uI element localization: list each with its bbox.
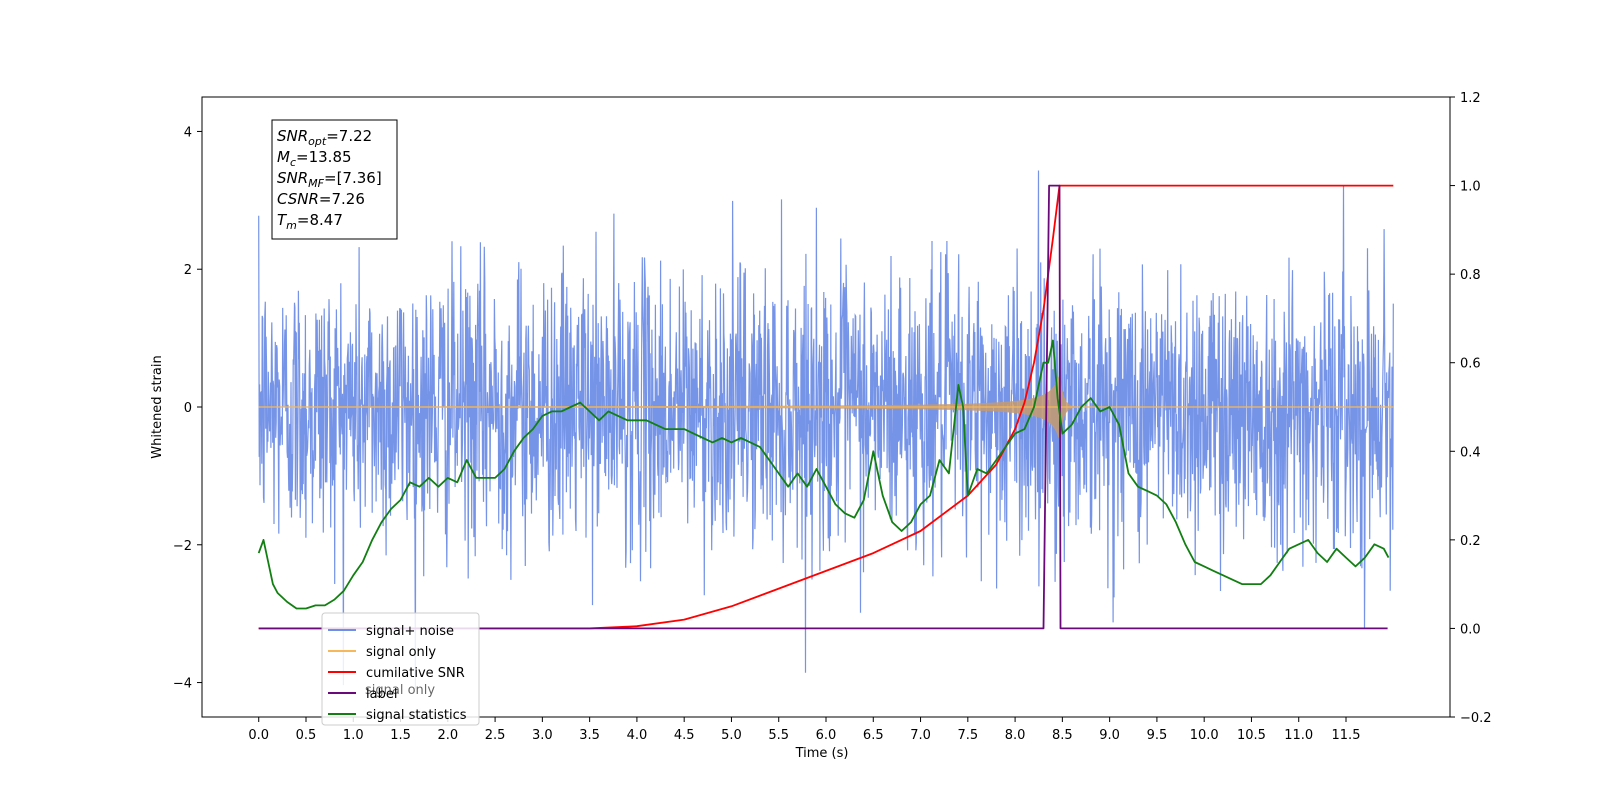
x-tick-label: 3.5 bbox=[579, 728, 600, 743]
annotation-box: SNRopt=7.22Mc=13.85SNRMF=[7.36]CSNR=7.26… bbox=[271, 119, 398, 240]
y-right-tick-label: 0.8 bbox=[1460, 268, 1481, 283]
x-tick-label: 8.5 bbox=[1052, 728, 1073, 743]
label-line bbox=[258, 184, 1388, 630]
signal-noise-line bbox=[258, 170, 1394, 690]
annotation-line: SNRMF=[7.36] bbox=[277, 169, 382, 190]
x-tick-label: 3.0 bbox=[532, 728, 553, 743]
signal-only-series bbox=[258, 376, 1394, 438]
signal-noise-series bbox=[258, 170, 1394, 690]
y-right-tick-label: 0.0 bbox=[1460, 622, 1481, 637]
legend-entry-label: signal only bbox=[366, 645, 436, 660]
y-right-tick-label: −0.2 bbox=[1460, 711, 1492, 726]
y-left-tick-label: 0 bbox=[184, 401, 192, 416]
annotation-frame bbox=[271, 119, 398, 240]
y-right-tick-label: 0.6 bbox=[1460, 357, 1481, 372]
y-left-tick-label: −4 bbox=[173, 677, 192, 692]
annotation-line: SNRopt=7.22 bbox=[277, 127, 372, 148]
x-tick-label: 11.5 bbox=[1332, 728, 1361, 743]
legend-entry-label: signal+ noise bbox=[366, 624, 454, 639]
legend: signal only signal+ noise signal only cumil… bbox=[321, 612, 480, 726]
x-tick-label: 10.0 bbox=[1190, 728, 1219, 743]
x-tick-label: 1.5 bbox=[390, 728, 411, 743]
annotation-line: CSNR=7.26 bbox=[277, 190, 365, 208]
x-tick-label: 11.0 bbox=[1284, 728, 1313, 743]
y-axis-label-left: Whitened strain bbox=[150, 355, 165, 458]
signal-statistics-line bbox=[257, 339, 1390, 610]
x-tick-label: 6.0 bbox=[816, 728, 837, 743]
legend-entry-label: signal statistics bbox=[366, 708, 467, 723]
line-series-group bbox=[257, 184, 1394, 630]
annotation-line: Tm=8.47 bbox=[277, 211, 343, 232]
x-tick-label: 2.5 bbox=[485, 728, 506, 743]
x-tick-label: 5.5 bbox=[768, 728, 789, 743]
x-tick-label: 2.0 bbox=[437, 728, 458, 743]
x-axis-label: Time (s) bbox=[795, 746, 849, 761]
x-tick-label: 8.0 bbox=[1005, 728, 1026, 743]
x-axis: 0.0 0.5 1.0 1.5 2.0 2.5 3.0 3.5 4.0 4.5 5.0 5.5 6.0 6… bbox=[248, 717, 1360, 743]
y-right-tick-label: 1.0 bbox=[1460, 180, 1481, 195]
x-tick-label: 9.5 bbox=[1147, 728, 1168, 743]
legend-entry-label: label bbox=[366, 687, 397, 702]
x-tick-label: 9.0 bbox=[1099, 728, 1120, 743]
x-tick-label: 7.5 bbox=[957, 728, 978, 743]
y-right-tick-label: 0.4 bbox=[1460, 445, 1481, 460]
y-left-tick-label: −2 bbox=[173, 539, 192, 554]
legend-entry-label: cumilative SNR bbox=[366, 666, 465, 681]
y-axis-right: −0.2 0.0 0.2 0.4 0.6 0.8 1.0 1.2 bbox=[1450, 91, 1492, 726]
legend-ghost-label: signal only bbox=[365, 683, 435, 698]
y-left-tick-label: 4 bbox=[184, 125, 192, 140]
x-tick-label: 6.5 bbox=[863, 728, 884, 743]
x-tick-label: 0.5 bbox=[296, 728, 317, 743]
x-tick-label: 4.0 bbox=[627, 728, 648, 743]
x-tick-label: 1.0 bbox=[343, 728, 364, 743]
y-right-tick-label: 0.2 bbox=[1460, 534, 1481, 549]
y-left-tick-label: 2 bbox=[184, 263, 192, 278]
x-tick-label: 0.0 bbox=[248, 728, 269, 743]
y-axis-left: −4 −2 0 2 4 bbox=[173, 125, 202, 692]
x-tick-label: 7.0 bbox=[910, 728, 931, 743]
legend-frame bbox=[321, 612, 480, 726]
x-tick-label: 10.5 bbox=[1237, 728, 1266, 743]
x-tick-label: 4.5 bbox=[674, 728, 695, 743]
annotation-line: Mc=13.85 bbox=[277, 148, 352, 169]
y-right-tick-label: 1.2 bbox=[1460, 91, 1481, 106]
x-tick-label: 5.0 bbox=[721, 728, 742, 743]
